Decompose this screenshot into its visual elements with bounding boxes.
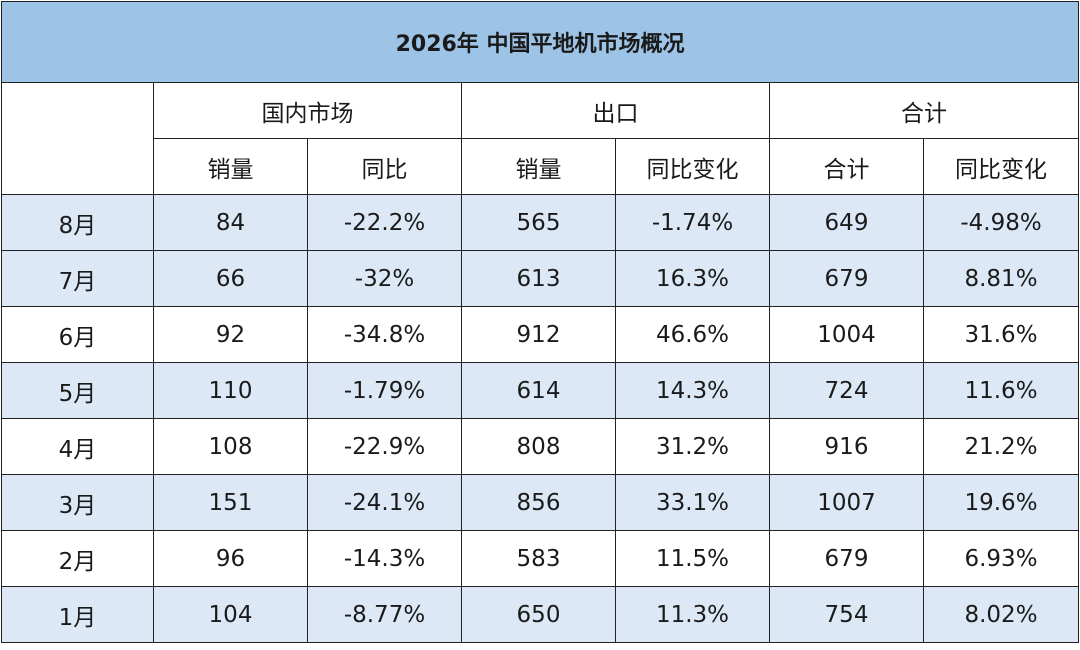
column-header-domestic-sales: 销量 (153, 138, 308, 195)
table-row: 8月 84 -22.2% 565 -1.74% 649 -4.98% (1, 194, 1080, 251)
month-cell: 2月 (1, 530, 154, 587)
export-yoy-cell: 11.3% (615, 586, 770, 643)
month-cell: 5月 (1, 362, 154, 419)
table-row: 5月 110 -1.79% 614 14.3% 724 11.6% (1, 362, 1080, 419)
export-sales-cell: 565 (461, 194, 616, 251)
total-yoy-cell: -4.98% (922, 194, 1080, 251)
domestic-sales-cell: 104 (153, 586, 308, 643)
column-header-domestic-yoy: 同比 (307, 138, 462, 195)
domestic-sales-cell: 92 (153, 306, 308, 363)
domestic-sales-cell: 110 (153, 362, 308, 419)
export-yoy-cell: 33.1% (615, 474, 770, 531)
column-header-total: 合计 (769, 138, 924, 195)
table-row: 7月 66 -32% 613 16.3% 679 8.81% (1, 250, 1080, 307)
total-cell: 649 (769, 194, 924, 251)
total-cell: 1004 (769, 306, 924, 363)
domestic-yoy-cell: -22.9% (307, 418, 462, 475)
month-cell: 8月 (1, 194, 154, 251)
export-yoy-cell: 31.2% (615, 418, 770, 475)
domestic-sales-cell: 96 (153, 530, 308, 587)
total-yoy-cell: 19.6% (922, 474, 1080, 531)
domestic-yoy-cell: -24.1% (307, 474, 462, 531)
domestic-yoy-cell: -34.8% (307, 306, 462, 363)
table-row: 6月 92 -34.8% 912 46.6% 1004 31.6% (1, 306, 1080, 363)
total-yoy-cell: 6.93% (922, 530, 1080, 587)
table-row: 3月 151 -24.1% 856 33.1% 1007 19.6% (1, 474, 1080, 531)
column-header-total-yoy: 同比变化 (922, 138, 1080, 195)
month-cell: 6月 (1, 306, 154, 363)
table-row: 2月 96 -14.3% 583 11.5% 679 6.93% (1, 530, 1080, 587)
export-yoy-cell: 11.5% (615, 530, 770, 587)
total-yoy-cell: 11.6% (922, 362, 1080, 419)
column-header-export-yoy: 同比变化 (615, 138, 770, 195)
domestic-sales-cell: 151 (153, 474, 308, 531)
domestic-sales-cell: 84 (153, 194, 308, 251)
domestic-sales-cell: 108 (153, 418, 308, 475)
total-cell: 1007 (769, 474, 924, 531)
month-cell: 1月 (1, 586, 154, 643)
domestic-yoy-cell: -8.77% (307, 586, 462, 643)
export-sales-cell: 614 (461, 362, 616, 419)
total-yoy-cell: 31.6% (922, 306, 1080, 363)
table-row: 4月 108 -22.9% 808 31.2% 916 21.2% (1, 418, 1080, 475)
table-title: 2026年 中国平地机市场概况 (0, 1, 1080, 83)
total-cell: 754 (769, 586, 924, 643)
export-sales-cell: 613 (461, 250, 616, 307)
column-header-export-sales: 销量 (461, 138, 616, 195)
month-cell: 3月 (1, 474, 154, 531)
total-cell: 679 (769, 250, 924, 307)
domestic-yoy-cell: -32% (307, 250, 462, 307)
export-sales-cell: 650 (461, 586, 616, 643)
domestic-yoy-cell: -22.2% (307, 194, 462, 251)
total-cell: 724 (769, 362, 924, 419)
group-header-total: 合计 (768, 82, 1080, 139)
export-sales-cell: 808 (461, 418, 616, 475)
export-sales-cell: 856 (461, 474, 616, 531)
total-yoy-cell: 8.81% (922, 250, 1080, 307)
corner-cell (1, 82, 154, 195)
total-yoy-cell: 21.2% (922, 418, 1080, 475)
domestic-sales-cell: 66 (153, 250, 308, 307)
table-row: 1月 104 -8.77% 650 11.3% 754 8.02% (1, 586, 1080, 643)
export-yoy-cell: 16.3% (615, 250, 770, 307)
domestic-yoy-cell: -14.3% (307, 530, 462, 587)
export-yoy-cell: 46.6% (615, 306, 770, 363)
total-yoy-cell: 8.02% (922, 586, 1080, 643)
total-cell: 916 (769, 418, 924, 475)
domestic-yoy-cell: -1.79% (307, 362, 462, 419)
total-cell: 679 (769, 530, 924, 587)
export-yoy-cell: 14.3% (615, 362, 770, 419)
group-header-domestic: 国内市场 (153, 82, 462, 139)
group-header-export: 出口 (461, 82, 770, 139)
month-cell: 4月 (1, 418, 154, 475)
export-sales-cell: 912 (461, 306, 616, 363)
month-cell: 7月 (1, 250, 154, 307)
export-yoy-cell: -1.74% (615, 194, 770, 251)
export-sales-cell: 583 (461, 530, 616, 587)
